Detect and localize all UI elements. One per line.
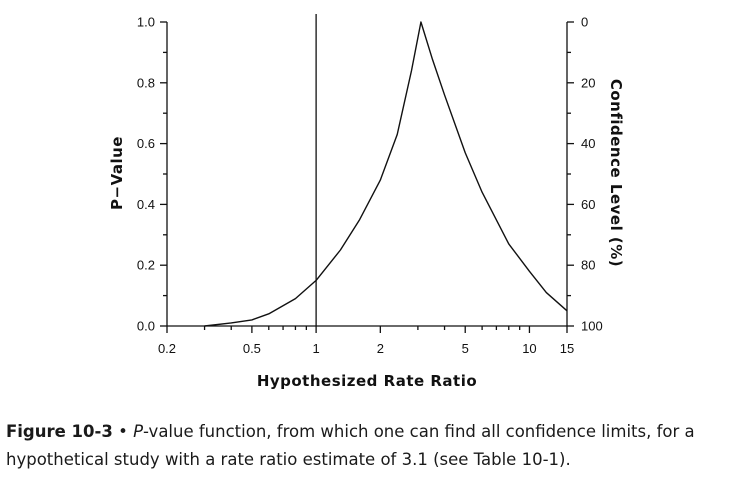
caption-italic-lead: P (133, 422, 144, 441)
figure-caption: Figure 10-3 • P-value function, from whi… (6, 418, 736, 474)
caption-bullet: • (112, 422, 134, 441)
x-tick-label: 15 (560, 341, 574, 356)
y-axis-title: P−Value (108, 136, 126, 210)
y2-tick-label: 80 (581, 258, 595, 273)
x-tick-label: 10 (522, 341, 536, 356)
x-axis-title: Hypothesized Rate Ratio (257, 372, 477, 390)
x-tick-label: 0.2 (158, 341, 176, 356)
tick-marks (160, 21, 574, 333)
x-tick-label: 0.5 (243, 341, 261, 356)
y-tick-label: 0.0 (137, 319, 155, 334)
x-tick-label: 2 (377, 341, 384, 356)
y-tick-label: 0.8 (137, 75, 155, 90)
caption-text: -value function, from which one can find… (6, 422, 695, 469)
y-tick-label: 0.6 (137, 136, 155, 151)
y2-tick-label: 100 (581, 319, 603, 334)
series-group (204, 21, 568, 327)
p-value-curve (204, 21, 568, 327)
y2-tick-label: 0 (581, 15, 588, 30)
y2-axis-title: Confidence Level (%) (607, 79, 625, 267)
y-tick-label: 0.2 (137, 258, 155, 273)
y2-tick-label: 60 (581, 197, 595, 212)
y-tick-label: 0.4 (137, 197, 155, 212)
y2-tick-label: 20 (581, 75, 595, 90)
x-tick-label: 1 (312, 341, 319, 356)
y-tick-label: 1.0 (137, 15, 155, 30)
y2-tick-label: 40 (581, 136, 595, 151)
x-tick-label: 5 (462, 341, 469, 356)
figure-label: Figure 10-3 (6, 422, 113, 441)
axes (166, 22, 568, 327)
